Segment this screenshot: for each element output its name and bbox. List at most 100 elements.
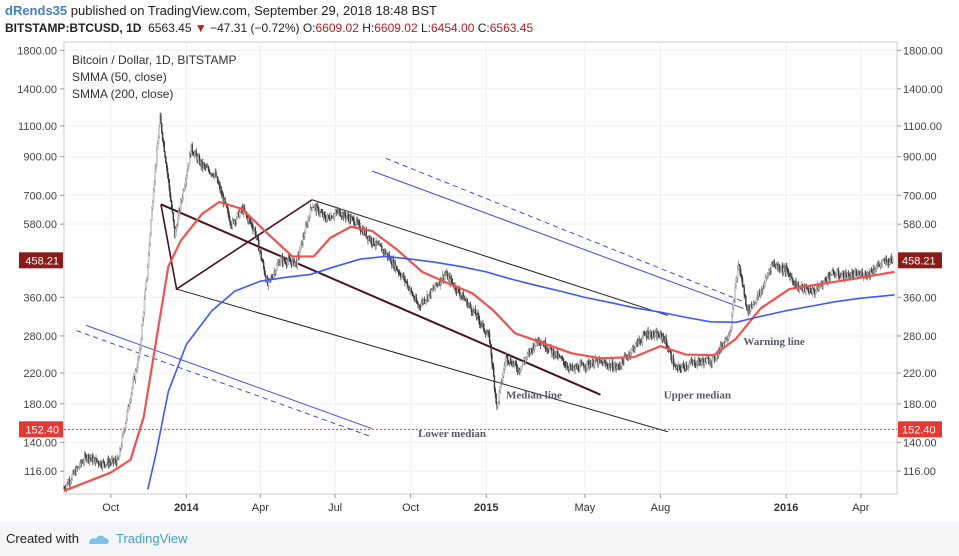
candle-body <box>257 239 260 251</box>
candle-body <box>705 358 708 363</box>
candle-body <box>474 309 477 316</box>
candle-body <box>400 275 403 278</box>
candle-body <box>182 190 184 199</box>
candle-body <box>279 261 281 266</box>
x-tick-label: 2014 <box>174 502 199 514</box>
y-tick-label: 180.00 <box>903 399 937 411</box>
price-chart[interactable]: Median line Lower median Upper median Warni… <box>0 0 959 522</box>
candle-body <box>83 454 86 462</box>
candle-body <box>103 461 105 465</box>
candle-body <box>184 181 187 186</box>
y-tick-label: 1800.00 <box>17 45 57 57</box>
ohlc-line: BITSTAMP:BTCUSD, 1D 6563.45 ▼ −47.31 (−0… <box>5 21 533 35</box>
candle-body <box>169 187 171 197</box>
candle-body <box>521 363 524 367</box>
candle-body <box>732 301 735 308</box>
candle-body <box>129 398 132 403</box>
candle-body <box>100 461 102 467</box>
candle-body <box>275 269 277 274</box>
candle-body <box>654 332 657 336</box>
candle-body <box>635 342 637 348</box>
candle-body <box>813 288 815 292</box>
candle-body <box>324 215 326 220</box>
candle-body <box>125 418 128 424</box>
candle-body <box>782 267 785 273</box>
candle-body <box>547 348 549 351</box>
candle-body <box>168 179 170 188</box>
x-tick-label: May <box>574 502 595 514</box>
candle-body <box>299 244 302 252</box>
y-axis-right[interactable]: 116.00 140.00 180.00 220.00 280.00 360.00 580.… <box>897 45 943 478</box>
candle-body <box>670 351 672 360</box>
y-tick-label: 280.00 <box>23 331 57 343</box>
candle-body <box>290 261 292 263</box>
candle-body <box>146 277 148 282</box>
candle-body <box>505 355 507 363</box>
price-marker-right <box>898 252 942 269</box>
candle-body <box>568 366 570 370</box>
candle-body <box>890 256 892 261</box>
price-marker-right <box>898 421 942 438</box>
candle-body <box>502 369 505 377</box>
candle-body <box>791 278 794 282</box>
candle-body <box>715 357 717 360</box>
candle-body <box>165 162 168 168</box>
candle-body <box>141 325 143 340</box>
candle-body <box>410 288 413 292</box>
candle-body <box>688 363 690 368</box>
candle-body <box>197 156 199 161</box>
candle-body <box>681 366 683 371</box>
candle-body <box>498 391 501 402</box>
candle-body <box>156 143 159 150</box>
candle-body <box>156 148 158 165</box>
candle-body <box>171 207 174 213</box>
candle-body <box>139 345 142 351</box>
candle-body <box>827 275 829 282</box>
candle-body <box>814 290 817 294</box>
candle-body <box>451 278 453 283</box>
candle-body <box>743 287 745 295</box>
candle-body <box>221 189 223 196</box>
candle-body <box>727 335 730 339</box>
candle-body <box>140 338 142 347</box>
candle-body <box>507 361 510 363</box>
candle-body <box>734 287 736 301</box>
candle-body <box>548 347 551 352</box>
lower-median <box>176 288 668 433</box>
candle-body <box>430 288 432 297</box>
candle-body <box>148 243 151 255</box>
price-marker-left-label: 458.21 <box>25 255 59 267</box>
y-tick-label: 220.00 <box>23 368 57 380</box>
tradingview-link[interactable]: TradingView <box>116 531 188 546</box>
candle-body <box>132 380 134 389</box>
candle-body <box>120 445 123 449</box>
candle-body <box>254 228 257 236</box>
author-link[interactable]: dRends35 <box>5 3 68 18</box>
candle-body <box>118 456 120 460</box>
candle-body <box>870 269 873 273</box>
candle-body <box>662 335 665 338</box>
candle-body <box>291 260 294 266</box>
candle-body <box>489 341 492 345</box>
candle-body <box>630 348 633 354</box>
candle-body <box>416 301 418 304</box>
candle-body <box>154 168 156 182</box>
candle-body <box>138 349 141 357</box>
candle-body <box>603 361 605 367</box>
candle-body <box>347 214 349 218</box>
candle-body <box>892 258 894 263</box>
pitchfork-drawings[interactable] <box>76 157 744 438</box>
candle-body <box>129 402 131 407</box>
x-axis[interactable]: Oct 2014 Apr Jul Oct 2015 May Aug 2016 Apr <box>102 494 870 514</box>
annotation-label: Lower median <box>418 428 486 440</box>
high-value: 6609.02 <box>374 21 418 35</box>
candle-body <box>572 367 575 370</box>
candle-body <box>376 240 378 244</box>
candle-body <box>824 277 827 280</box>
candle-body <box>175 228 177 237</box>
candle-body <box>150 220 152 235</box>
candle-body <box>490 344 492 356</box>
candle-body <box>251 223 253 228</box>
candle-body <box>127 405 129 412</box>
triangle-down-icon: ▼ <box>194 21 207 35</box>
